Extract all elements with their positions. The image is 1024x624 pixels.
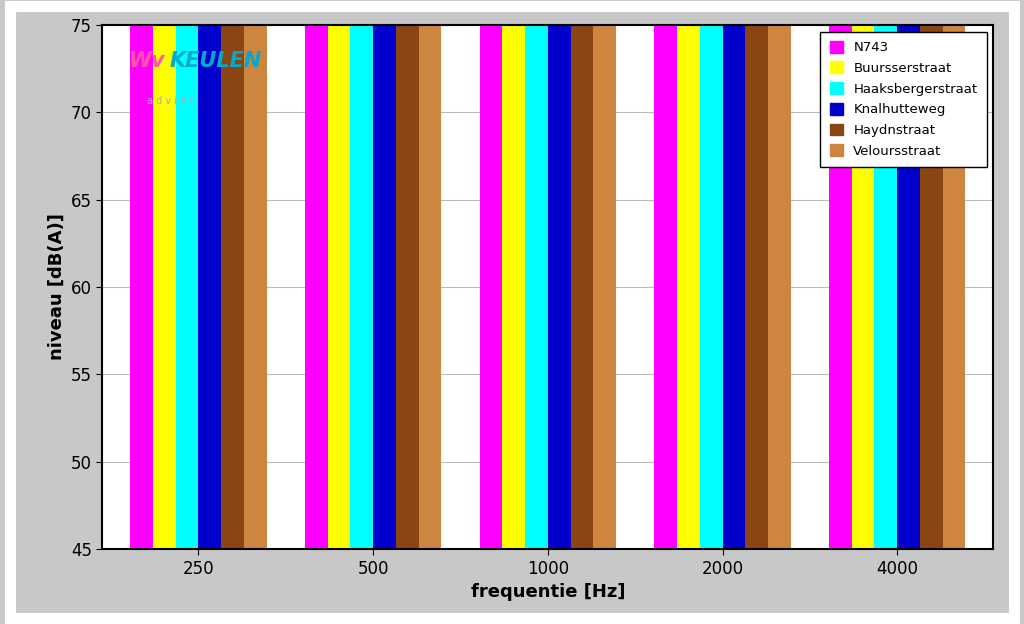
Bar	[874, 0, 897, 549]
Bar	[479, 0, 503, 549]
Bar	[570, 0, 593, 549]
Text: a d v i e s: a d v i e s	[147, 95, 195, 105]
Bar	[897, 0, 920, 549]
Legend: N743, Buursserstraat, Haaksbergerstraat, Knalhutteweg, Haydnstraat, Veloursstraa: N743, Buursserstraat, Haaksbergerstraat,…	[820, 32, 987, 167]
Bar	[176, 0, 199, 549]
Y-axis label: niveau [dB(A)]: niveau [dB(A)]	[47, 213, 66, 361]
Bar	[244, 0, 266, 549]
Bar	[130, 0, 153, 549]
Bar	[419, 0, 441, 549]
Bar	[829, 0, 852, 549]
Bar	[723, 0, 745, 549]
Bar	[768, 0, 791, 549]
Bar	[943, 0, 966, 549]
Bar	[852, 0, 874, 549]
Bar	[593, 0, 616, 549]
Bar	[920, 0, 943, 549]
Bar	[525, 0, 548, 549]
Bar	[221, 0, 244, 549]
Bar	[654, 0, 677, 549]
Bar	[373, 0, 396, 549]
Bar	[745, 0, 768, 549]
Bar	[350, 0, 373, 549]
Bar	[199, 0, 221, 549]
Bar	[503, 0, 525, 549]
Text: Wv: Wv	[129, 51, 166, 71]
X-axis label: frequentie [Hz]: frequentie [Hz]	[471, 583, 625, 601]
Bar	[548, 0, 570, 549]
Bar	[677, 0, 699, 549]
Bar	[153, 0, 176, 549]
Bar	[396, 0, 419, 549]
Bar	[699, 0, 723, 549]
Bar	[328, 0, 350, 549]
Text: KEULEN: KEULEN	[169, 51, 261, 71]
Bar	[305, 0, 328, 549]
